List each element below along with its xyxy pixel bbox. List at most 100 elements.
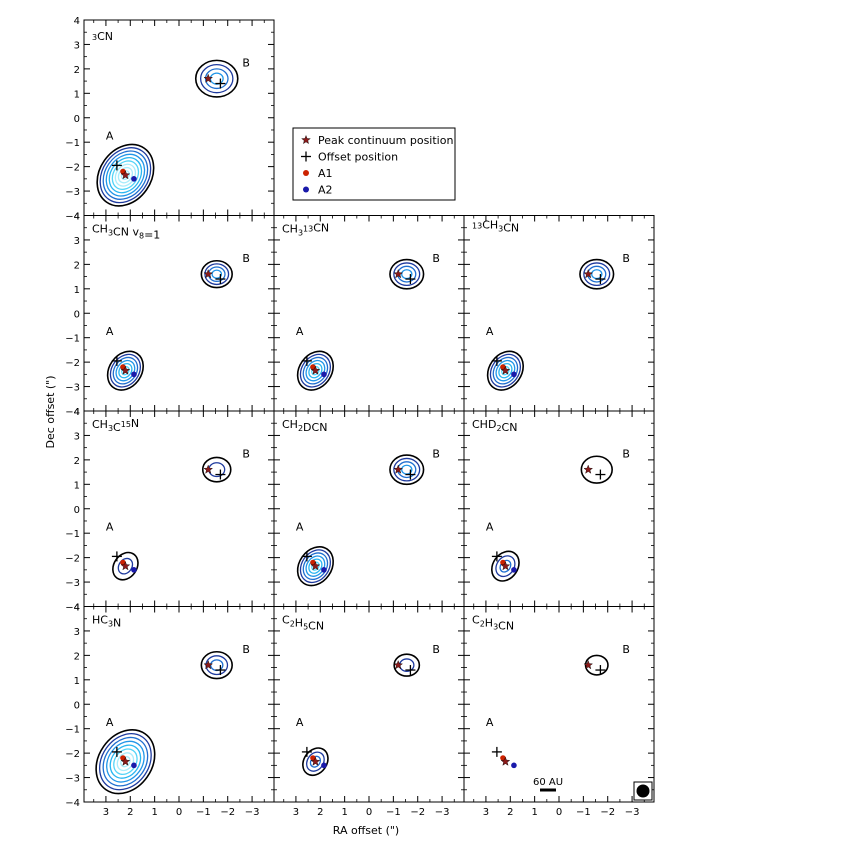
- y-tick-label: −2: [65, 163, 80, 174]
- molecule-label-part: H: [295, 617, 303, 630]
- offset-position-A: [111, 746, 122, 757]
- peak-continuum-B: [393, 269, 404, 279]
- peak-continuum-B: [583, 269, 594, 279]
- source-label-A: A: [486, 716, 494, 729]
- x-tick-label: 0: [556, 807, 562, 818]
- molecule-label-part: C: [282, 614, 290, 627]
- molecule-label-part: CN v: [113, 226, 139, 239]
- x-tick-label: 0: [176, 807, 182, 818]
- molecule-label: CH3C15N: [92, 417, 139, 434]
- panel-frame: [83, 606, 275, 803]
- A2-point: [321, 371, 327, 378]
- A2-point: [131, 371, 137, 378]
- x-tick-label: −2: [220, 807, 235, 818]
- x-tick-label: −2: [410, 807, 425, 818]
- peak-continuum-A: [120, 561, 131, 571]
- peak-continuum-A: [120, 756, 131, 766]
- y-tick-label: −2: [65, 358, 80, 369]
- y-tick-label: −1: [65, 529, 80, 540]
- contour-level: [108, 157, 143, 194]
- panel-frame: [273, 606, 465, 803]
- contour-level: [111, 160, 140, 191]
- contour-level: [489, 353, 522, 388]
- contour-level: [99, 147, 152, 204]
- molecule-label: CH2DCN: [282, 418, 327, 434]
- molecule-label-part: 2: [480, 620, 485, 629]
- panel-frame: [83, 19, 275, 216]
- peak-continuum-A: [310, 756, 321, 766]
- molecule-label-part: 3: [108, 229, 113, 238]
- source-label-A: A: [486, 521, 494, 534]
- panel-CH2DCN: CH2DCN A B: [273, 410, 465, 607]
- molecule-label-part: 13: [472, 222, 482, 231]
- contour-level: [112, 551, 139, 581]
- legend: Peak continuum position Offset position A1…: [292, 127, 456, 201]
- y-tick-label: 1: [74, 676, 80, 687]
- offset-position-B: [215, 665, 226, 676]
- source-label-A: A: [296, 716, 304, 729]
- x-tick-label: 2: [507, 807, 513, 818]
- offset-position-B: [595, 665, 606, 676]
- y-tick-label: 4: [74, 407, 80, 418]
- legend-label: Peak continuum position: [318, 134, 453, 147]
- source-label-B: B: [622, 643, 630, 656]
- legend-label: A2: [318, 184, 333, 197]
- molecule-label-part: N: [131, 417, 139, 430]
- offset-position-B: [405, 469, 416, 480]
- peak-continuum-B: [203, 660, 214, 670]
- molecule-label-part: 2: [496, 424, 501, 433]
- y-tick-label: 2: [74, 651, 80, 662]
- x-axis-title: RA offset ("): [333, 824, 399, 837]
- y-tick-label: 2: [74, 65, 80, 76]
- x-tick-label: −1: [196, 807, 211, 818]
- y-tick-label: −4: [65, 603, 80, 614]
- y-tick-label: 1: [74, 480, 80, 491]
- molecule-label-part: HC: [92, 614, 108, 627]
- molecule-label-part: CH: [92, 418, 108, 431]
- y-tick-label: −4: [65, 212, 80, 223]
- molecule-label-part: 3: [108, 620, 113, 629]
- contour-level: [109, 744, 142, 779]
- offset-position-A: [111, 355, 122, 366]
- legend-dot-icon: [303, 186, 309, 193]
- molecule-label-part: CN: [97, 30, 113, 43]
- contour-level: [583, 262, 611, 287]
- contour-level: [389, 258, 425, 290]
- offset-position-A: [111, 551, 122, 562]
- offset-position-B: [595, 274, 606, 285]
- y-tick-label: 0: [74, 309, 80, 320]
- molecule-label-part: 15: [121, 420, 131, 429]
- y-tick-label: −4: [65, 407, 80, 418]
- contour-level: [102, 150, 149, 200]
- peak-continuum-A: [500, 365, 511, 375]
- contour-level: [299, 353, 332, 388]
- A2-point: [511, 371, 517, 378]
- panel-CH3-13CN: CH313CN A B: [273, 215, 465, 412]
- y-tick-label: −2: [65, 554, 80, 565]
- source-label-B: B: [622, 252, 630, 265]
- y-tick-label: 4: [74, 212, 80, 223]
- contour-level: [105, 153, 146, 197]
- peak-continuum-A: [120, 170, 131, 180]
- contour-level: [96, 143, 155, 207]
- contour-level: [117, 557, 134, 575]
- offset-position-B: [215, 469, 226, 480]
- molecule-label-part: 13: [303, 225, 313, 234]
- y-tick-label: 2: [74, 456, 80, 467]
- molecule-label-part: =1: [144, 229, 160, 242]
- beam-icon: [636, 784, 650, 798]
- peak-continuum-B: [203, 269, 214, 279]
- peak-continuum-A: [500, 756, 511, 766]
- source-label-B: B: [242, 252, 250, 265]
- molecule-label-part: CH: [92, 223, 108, 236]
- offset-position-A: [301, 746, 312, 757]
- molecule-label-part: C: [113, 421, 121, 434]
- molecule-label: CHD2CN: [472, 418, 517, 434]
- contour-level: [393, 262, 421, 287]
- legend-label: A1: [318, 167, 333, 180]
- x-tick-label: 1: [341, 807, 347, 818]
